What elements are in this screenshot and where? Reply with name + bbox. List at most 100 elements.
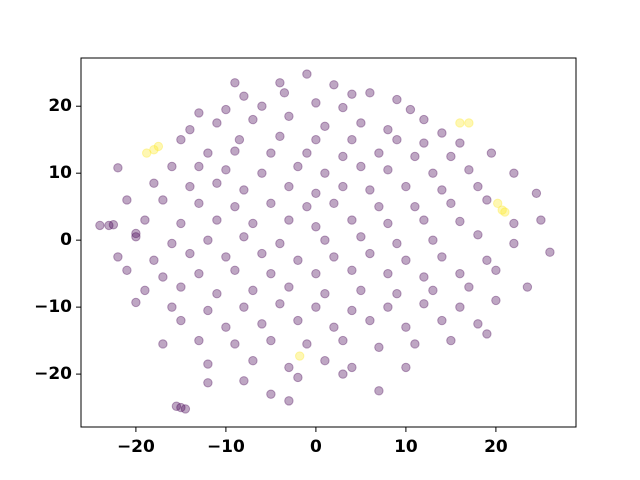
scatter-point — [239, 302, 249, 312]
scatter-point — [383, 218, 393, 229]
scatter-point — [176, 402, 186, 413]
scatter-point — [311, 302, 321, 312]
scatter-point — [464, 118, 474, 128]
scatter-point — [374, 201, 384, 212]
scatter-point — [338, 335, 348, 346]
scatter-point — [482, 329, 492, 339]
scatter-point — [392, 94, 402, 105]
scatter-point — [497, 205, 507, 215]
scatter-point — [329, 80, 339, 90]
scatter-point — [410, 201, 420, 212]
scatter-point — [131, 232, 141, 242]
scatter-point — [302, 148, 312, 158]
scatter-point — [491, 265, 501, 275]
scatter-point — [284, 181, 294, 192]
scatter-point — [320, 121, 330, 132]
scatter-point — [473, 230, 483, 240]
scatter-point — [329, 322, 339, 332]
scatter-point — [284, 282, 294, 292]
x-tick-label: 0 — [310, 437, 322, 457]
scatter-point — [419, 138, 429, 148]
scatter-point — [212, 215, 222, 225]
scatter-point — [311, 222, 321, 232]
scatter-point — [275, 131, 285, 142]
scatter-point — [257, 101, 267, 111]
scatter-point — [401, 181, 411, 192]
scatter-point — [149, 145, 159, 155]
scatter-point — [295, 351, 305, 361]
scatter-point — [493, 198, 503, 209]
scatter-point — [405, 104, 416, 115]
scatter-point — [293, 161, 303, 172]
scatter-point — [108, 220, 119, 230]
plot-area — [95, 69, 555, 414]
scatter-point — [203, 305, 213, 316]
scatter-point — [302, 69, 312, 79]
scatter-point — [338, 151, 348, 162]
scatter-point — [464, 282, 474, 292]
scatter-point — [230, 339, 240, 349]
scatter-point — [500, 207, 510, 217]
scatter-point — [104, 220, 114, 231]
scatter-point — [302, 339, 312, 349]
scatter-point — [446, 198, 456, 209]
scatter-point — [347, 305, 357, 316]
scatter-point — [221, 322, 231, 332]
scatter-point — [437, 315, 447, 326]
scatter-point — [203, 148, 213, 158]
scatter-point — [338, 369, 348, 379]
scatter-point — [131, 297, 141, 308]
scatter-point — [239, 232, 249, 242]
scatter-point — [248, 356, 258, 366]
scatter-point — [266, 268, 276, 279]
scatter-point — [464, 165, 474, 175]
scatter-point — [455, 302, 465, 312]
x-tick-label: 10 — [394, 437, 418, 457]
scatter-point — [455, 138, 465, 148]
scatter-point — [536, 215, 546, 225]
scatter-point — [257, 168, 267, 178]
axes-frame — [80, 57, 577, 428]
scatter-point — [473, 319, 483, 329]
scatter-point — [279, 88, 290, 98]
scatter-point — [140, 215, 150, 225]
scatter-point — [149, 255, 159, 265]
scatter-point — [275, 238, 285, 249]
scatter-point — [311, 98, 321, 108]
scatter-point — [482, 255, 492, 265]
scatter-point — [401, 362, 411, 373]
y-tick-label: −10 — [34, 297, 72, 317]
scatter-point — [365, 248, 375, 259]
scatter-point — [266, 198, 276, 209]
scatter-point — [455, 118, 465, 128]
scatter-point — [401, 322, 411, 332]
scatter-point — [356, 285, 366, 296]
scatter-point — [122, 265, 132, 275]
scatter-point — [234, 135, 245, 145]
scatter-point — [185, 248, 195, 259]
scatter-point — [419, 272, 429, 282]
scatter-point — [509, 168, 519, 178]
scatter-point — [194, 198, 204, 209]
y-tick-label: 10 — [48, 163, 72, 183]
scatter-point — [311, 188, 321, 198]
y-tick-label: −20 — [34, 364, 72, 384]
scatter-point — [293, 372, 303, 383]
scatter-point — [212, 178, 222, 188]
scatter-point — [239, 91, 249, 101]
scatter-point — [284, 362, 294, 373]
scatter-point — [248, 285, 258, 296]
scatter-point — [522, 282, 533, 292]
scatter-point — [383, 165, 393, 175]
scatter-point — [311, 135, 321, 145]
scatter-point — [410, 151, 420, 162]
scatter-point — [320, 356, 330, 366]
scatter-point — [509, 218, 519, 229]
scatter-point — [171, 401, 182, 411]
scatter-point — [203, 235, 213, 245]
scatter-point — [365, 315, 375, 326]
scatter-point — [428, 235, 438, 245]
scatter-point — [113, 252, 123, 262]
scatter-point — [365, 185, 375, 195]
